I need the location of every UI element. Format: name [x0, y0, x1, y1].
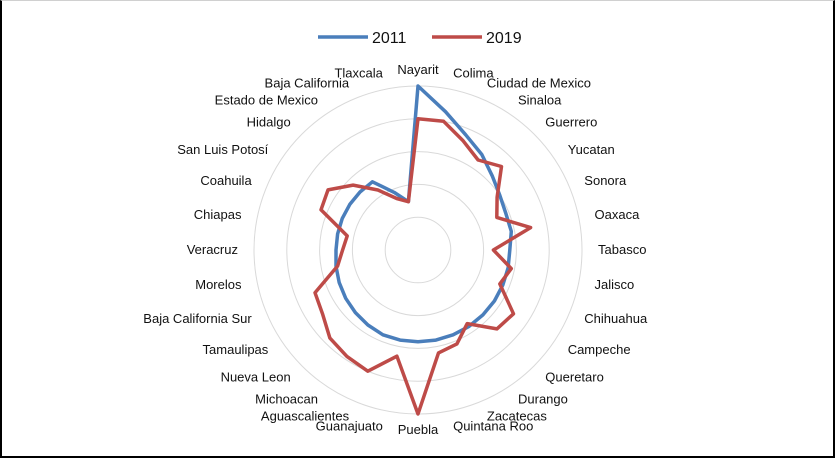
category-label: Coahuila [200, 173, 252, 188]
category-label: Baja California Sur [143, 311, 252, 326]
category-label: Chiapas [194, 207, 242, 222]
category-label: Nayarit [397, 62, 439, 77]
category-label: Sonora [584, 173, 627, 188]
grid-ring [319, 151, 517, 349]
radar-series [313, 84, 533, 416]
category-label: Nueva Leon [221, 369, 291, 384]
category-label: Chihuahua [584, 311, 648, 326]
series-line-2011 [334, 84, 514, 344]
category-label: Ciudad de Mexico [487, 76, 591, 91]
category-label: Guanajuato [316, 419, 383, 434]
legend-label-2019: 2019 [486, 30, 522, 47]
category-label: Oaxaca [595, 207, 641, 222]
category-label: Queretaro [545, 369, 604, 384]
legend-label-2011: 2011 [372, 30, 407, 47]
category-label: Veracruz [187, 242, 238, 257]
grid-ring [351, 183, 485, 317]
category-label: Estado de Mexico [215, 92, 318, 107]
category-label: Baja California [265, 76, 350, 91]
category-label: Puebla [398, 422, 439, 437]
category-label: Jalisco [595, 277, 635, 292]
category-label: Tabasco [598, 242, 646, 257]
category-label: Sinaloa [518, 92, 562, 107]
grid-ring [253, 85, 583, 415]
category-label: Guerrero [545, 115, 597, 130]
category-label: San Luis Potosí [177, 142, 268, 157]
grid-ring [384, 216, 452, 284]
category-label: Hidalgo [247, 115, 291, 130]
category-label: Colima [453, 66, 494, 81]
category-label: Zacatecas [487, 408, 547, 423]
category-label: Morelos [195, 277, 242, 292]
series-line-2019 [313, 117, 533, 416]
category-label: Campeche [568, 342, 631, 357]
category-label: Quintana Roo [453, 419, 533, 434]
category-label: Durango [518, 392, 568, 407]
category-label: Yucatan [568, 142, 615, 157]
category-label: Michoacan [255, 392, 318, 407]
category-label: Tamaulipas [203, 342, 269, 357]
category-label: Tlaxcala [334, 66, 383, 81]
category-label: Aguascalientes [261, 408, 350, 423]
radar-grid [253, 85, 583, 415]
legend: 2011 2019 [318, 30, 522, 47]
